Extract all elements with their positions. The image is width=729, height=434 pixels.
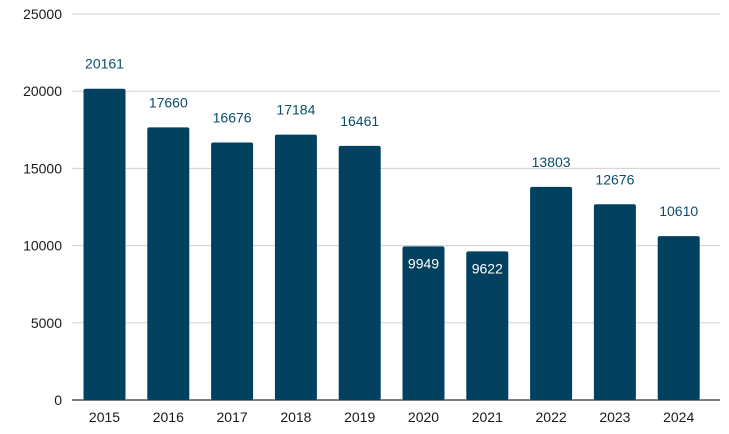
data-label: 13803: [532, 154, 571, 170]
data-labels: 20161 17660 16676 17184 16461 9949 9622 13803 12…: [85, 56, 698, 277]
x-tick-label: 2017: [217, 409, 248, 425]
data-label: 17184: [276, 102, 315, 118]
data-label: 12676: [595, 171, 634, 187]
bar: [657, 236, 700, 400]
data-label: 16676: [213, 110, 252, 126]
x-tick-label: 2022: [536, 409, 567, 425]
bar: [147, 127, 190, 401]
x-tick-label: 2023: [599, 409, 630, 425]
y-tick-label: 5000: [31, 315, 62, 331]
data-label: 9622: [472, 260, 503, 276]
y-axis-ticks: 0 5000 10000 15000 20000 25000: [23, 6, 62, 408]
data-label: 16461: [340, 113, 379, 129]
x-axis-ticks: 2015 2016 2017 2018 2019 2020 2021 2022 2023 2024: [89, 409, 695, 425]
x-tick-label: 2015: [89, 409, 120, 425]
x-tick-label: 2018: [280, 409, 311, 425]
y-tick-label: 20000: [23, 83, 62, 99]
data-label: 17660: [149, 94, 188, 110]
bar: [593, 204, 636, 400]
bar: [211, 142, 254, 400]
bar: [466, 251, 509, 400]
x-tick-label: 2020: [408, 409, 439, 425]
data-label: 10610: [659, 203, 698, 219]
data-label: 20161: [85, 56, 124, 72]
bar: [402, 246, 445, 400]
y-tick-label: 15000: [23, 160, 62, 176]
y-tick-label: 10000: [23, 238, 62, 254]
y-tick-label: 25000: [23, 6, 62, 22]
bar: [274, 134, 317, 400]
x-tick-label: 2021: [472, 409, 503, 425]
data-label: 9949: [408, 255, 439, 271]
y-tick-label: 0: [54, 392, 62, 408]
bar: [530, 186, 573, 400]
x-tick-label: 2024: [663, 409, 694, 425]
bars: [83, 88, 700, 401]
x-tick-label: 2019: [344, 409, 375, 425]
bar: [338, 145, 381, 400]
x-tick-label: 2016: [153, 409, 184, 425]
bar: [83, 88, 126, 400]
